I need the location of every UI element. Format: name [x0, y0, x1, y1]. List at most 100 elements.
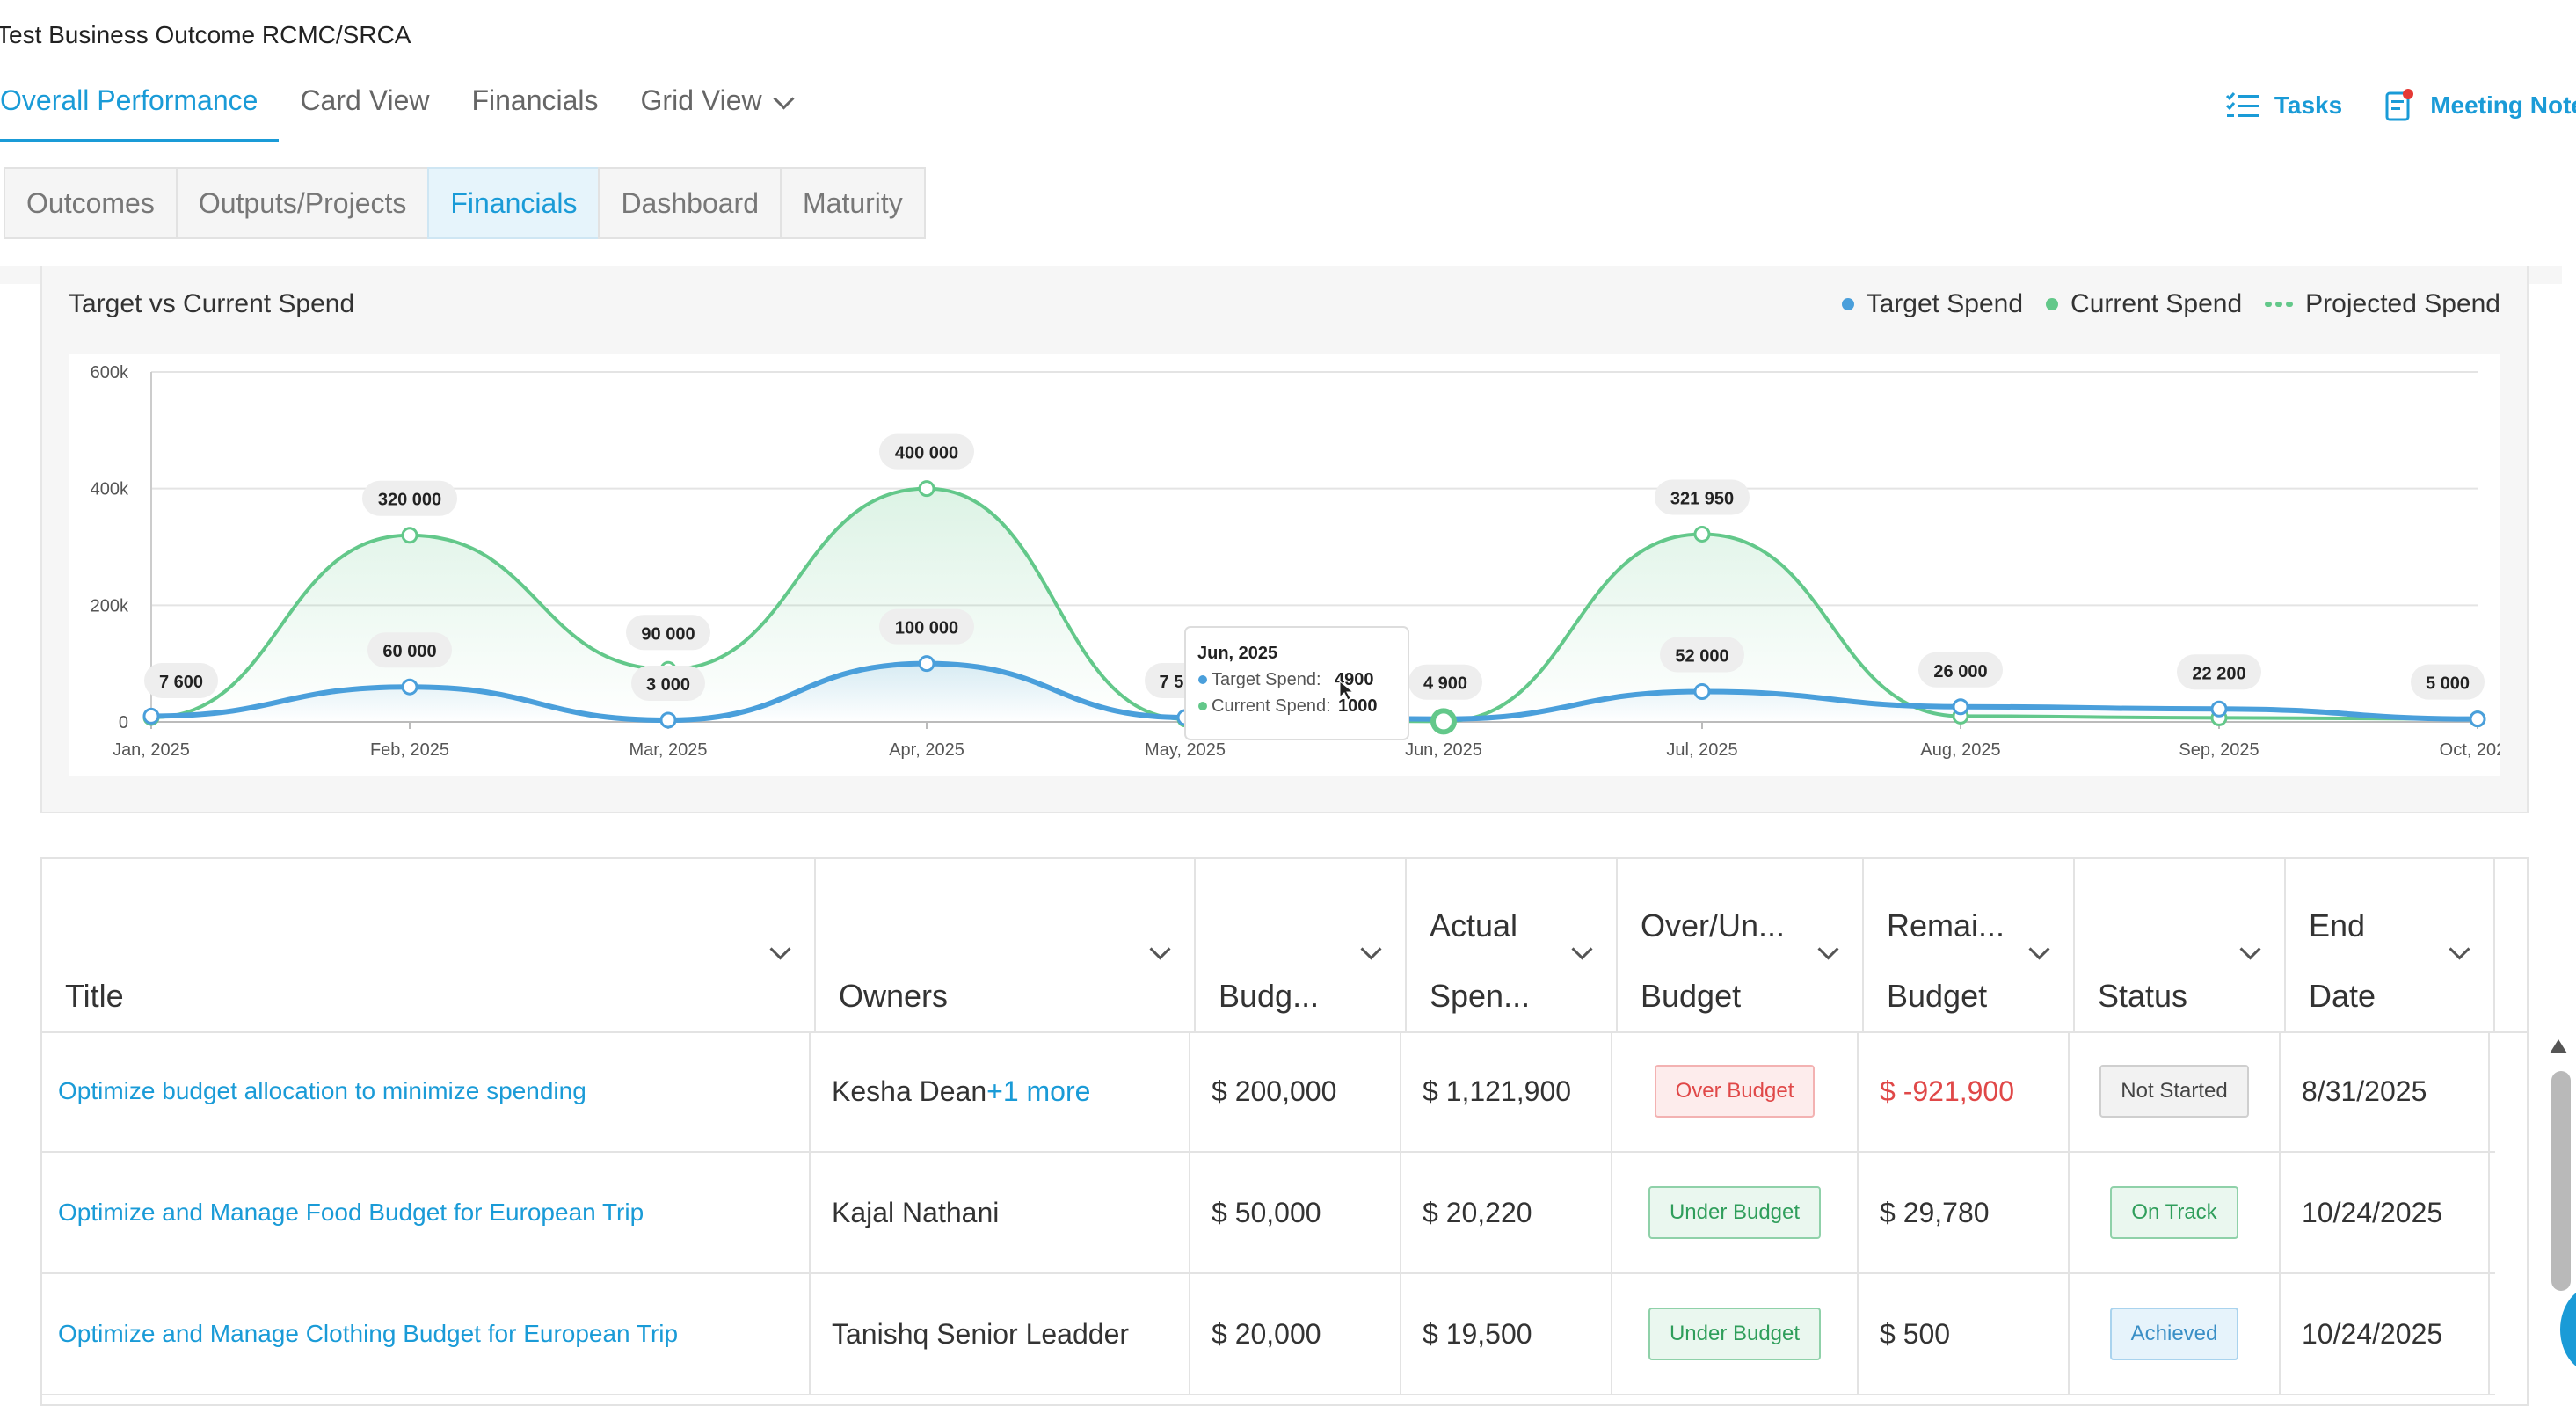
owner-name: Kesha Dean [832, 1075, 987, 1107]
subtab-outcomes[interactable]: Outcomes [4, 167, 178, 239]
subtab-financials[interactable]: Financials [427, 167, 600, 239]
column-header-label: Title [65, 978, 124, 1014]
legend-projected-spend[interactable]: Projected Spend [2265, 289, 2500, 319]
tasks-button[interactable]: Tasks [2225, 88, 2342, 123]
cell-owners: Kajal Nathani [811, 1153, 1190, 1272]
data-label-bubble [631, 666, 705, 702]
remaining-budget-value: $ 500 [1880, 1317, 1951, 1350]
column-header-label: End Date [2309, 891, 2376, 1031]
chart-area: 0 200k 400k 600k Jan, 2025 Feb, 2025 Mar, 2025… [69, 354, 2516, 776]
row-title-link[interactable]: Optimize and Manage Food Budget for Euro… [58, 1198, 644, 1226]
target-spend-point[interactable] [2469, 710, 2486, 728]
target-spend-point[interactable] [659, 711, 677, 729]
cell-owners: Kesha Dean +1 more [811, 1031, 1190, 1151]
column-header-budget[interactable]: Budg... [1196, 859, 1407, 1031]
data-label: 60 000 [382, 642, 436, 661]
chevron-down-icon[interactable] [1817, 938, 1839, 960]
status-badge: On Track [2110, 1186, 2238, 1239]
main-nav: Overall Performance Card View Financials… [0, 84, 812, 142]
subtab-maturity[interactable]: Maturity [779, 167, 926, 239]
cell-over-under-budget: Under Budget [1612, 1274, 1859, 1394]
scroll-up-arrow[interactable] [2548, 1038, 2569, 1060]
cell-budget: $ 50,000 [1190, 1153, 1401, 1272]
tab-overall-performance[interactable]: Overall Performance [0, 84, 280, 142]
data-label-bubble [144, 662, 218, 698]
owner-name: Kajal Nathani [832, 1196, 1000, 1228]
data-label: 90 000 [641, 624, 695, 644]
data-label-bubble [1918, 652, 2003, 688]
legend-current-spend[interactable]: Current Spend [2046, 289, 2242, 319]
tab-grid-view[interactable]: Grid View [620, 84, 812, 139]
target-spend-point[interactable] [1693, 683, 1711, 701]
column-header-title[interactable]: Title [42, 859, 816, 1031]
target-spend-point[interactable] [142, 707, 160, 725]
status-badge: Not Started [2099, 1065, 2249, 1118]
data-label-bubble [1408, 664, 1482, 700]
triangle-up-icon [2550, 1039, 2567, 1053]
actual-spend-value: $ 1,121,900 [1423, 1075, 1572, 1107]
x-tick-label: Jul, 2025 [1666, 740, 1737, 760]
header-line: Budget [1641, 978, 1742, 1014]
target-spend-point[interactable] [401, 678, 418, 696]
chevron-down-icon[interactable] [769, 938, 791, 960]
target-spend-point[interactable] [1952, 698, 1969, 716]
tab-financials[interactable]: Financials [450, 84, 619, 139]
current-spend-point[interactable] [918, 480, 935, 498]
hovered-point[interactable] [1430, 708, 1457, 735]
tooltip-dot-icon [1198, 702, 1207, 710]
data-label: 26 000 [1933, 662, 1987, 681]
x-tick-label: May, 2025 [1145, 740, 1226, 760]
cell-status: Achieved [2070, 1274, 2281, 1394]
column-header-owners[interactable]: Owners [816, 859, 1196, 1031]
cell-title: Optimize and Manage Clothing Budget for … [42, 1274, 811, 1394]
header-line: Actual [1430, 907, 1518, 943]
column-header-actual-spend[interactable]: Actual Spen... [1407, 859, 1618, 1031]
subtab-outputs-projects[interactable]: Outputs/Projects [175, 167, 430, 239]
cell-actual-spend: $ 20,220 [1401, 1153, 1612, 1272]
page-title: Test Business Outcome RCMC/SRCA [0, 21, 411, 48]
meeting-notes-button[interactable]: Meeting Note [2384, 88, 2576, 123]
cell-remaining-budget: $ -921,900 [1859, 1031, 2070, 1151]
chevron-down-icon[interactable] [1571, 938, 1593, 960]
table-scrollbar[interactable] [2551, 1071, 2571, 1291]
column-header-label: Budg... [1219, 978, 1320, 1014]
current-spend-area [151, 488, 2478, 722]
target-spend-point[interactable] [918, 655, 935, 673]
column-header-status[interactable]: Status [2075, 859, 2286, 1031]
target-spend-point[interactable] [2210, 700, 2228, 718]
row-title-link[interactable]: Optimize budget allocation to minimize s… [58, 1077, 586, 1104]
end-date-value: 10/24/2025 [2302, 1317, 2443, 1350]
row-title-link[interactable]: Optimize and Manage Clothing Budget for … [58, 1320, 679, 1347]
tab-card-view[interactable]: Card View [279, 84, 450, 139]
x-tick-label: Feb, 2025 [370, 740, 449, 760]
table-row[interactable]: Optimize budget allocation to minimize s… [42, 1031, 2495, 1153]
column-header-remaining-budget[interactable]: Remai... Budget [1864, 859, 2075, 1031]
column-header-end-date[interactable]: End Date [2286, 859, 2495, 1031]
budget-status-badge: Under Budget [1648, 1186, 1822, 1239]
table-row[interactable]: Optimize and Manage Clothing Budget for … [42, 1274, 2495, 1395]
current-spend-point[interactable] [1693, 525, 1711, 543]
table-row[interactable]: Optimize and Manage Food Budget for Euro… [42, 1153, 2495, 1274]
column-header-label: Owners [839, 978, 949, 1014]
tooltip-dot-icon [1198, 675, 1207, 684]
x-tick-label: Sep, 2025 [2179, 740, 2259, 760]
chevron-down-icon[interactable] [2239, 938, 2261, 960]
column-header-over-under-budget[interactable]: Over/Un... Budget [1618, 859, 1864, 1031]
legend-dash-icon [2265, 302, 2294, 307]
data-label: 5 000 [2426, 674, 2470, 694]
spend-line-chart: 0 200k 400k 600k Jan, 2025 Feb, 2025 Mar, 2025… [91, 363, 2516, 760]
subtab-dashboard[interactable]: Dashboard [598, 167, 782, 239]
header-line: Date [2309, 978, 2376, 1014]
current-spend-point[interactable] [401, 527, 418, 544]
more-owners-link[interactable]: +1 more [986, 1075, 1091, 1107]
chevron-down-icon [773, 88, 795, 110]
chevron-down-icon[interactable] [1360, 938, 1382, 960]
chevron-down-icon[interactable] [2449, 938, 2470, 960]
chevron-down-icon[interactable] [1149, 938, 1171, 960]
header-line: Over/Un... [1641, 907, 1786, 943]
help-fab-button[interactable] [2560, 1286, 2576, 1373]
legend-target-spend[interactable]: Target Spend [1841, 289, 2023, 319]
chevron-down-icon[interactable] [2028, 938, 2050, 960]
cell-actual-spend: $ 19,500 [1401, 1274, 1612, 1394]
